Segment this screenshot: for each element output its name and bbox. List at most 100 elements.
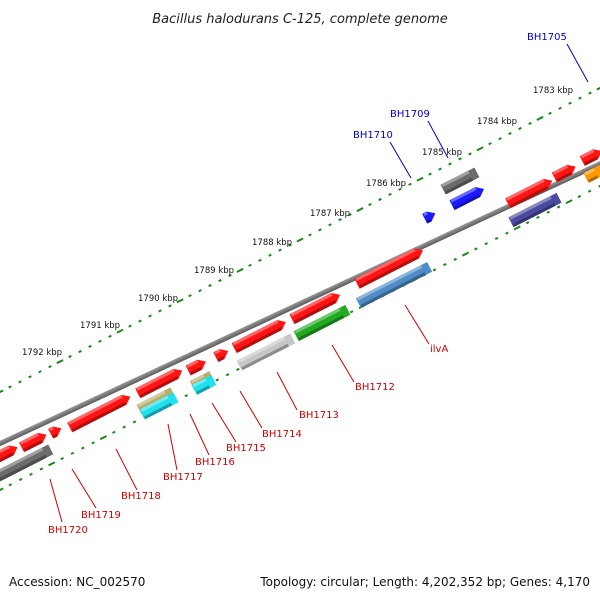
scale-tick xyxy=(108,334,112,338)
scale-tick xyxy=(378,197,382,202)
gene-label-bh1712[interactable]: BH1712 xyxy=(355,382,395,393)
gene-forward-arrow[interactable] xyxy=(231,317,289,354)
scale-tick xyxy=(368,202,372,207)
gene-label-bh1718[interactable]: BH1718 xyxy=(121,491,161,502)
scale-tick xyxy=(278,248,282,252)
scale-tick xyxy=(588,91,592,95)
gene-forward-arrow[interactable] xyxy=(67,392,133,433)
scale-ticks xyxy=(0,85,600,395)
gene-forward-arrow[interactable] xyxy=(579,146,600,166)
scale-tick xyxy=(318,228,322,232)
gene-forward-arrow[interactable] xyxy=(505,176,555,209)
inner-tick xyxy=(29,472,33,476)
inner-tick xyxy=(99,435,107,441)
scale-tick xyxy=(428,172,432,176)
inner-tick xyxy=(587,189,592,193)
gene-ilva[interactable] xyxy=(355,261,433,309)
scale-label-1789: 1789 kbp xyxy=(194,266,234,276)
gene-forward-arrow[interactable] xyxy=(19,430,49,453)
gene-orange[interactable] xyxy=(583,165,600,183)
gene-label-bh1710[interactable]: BH1710 xyxy=(353,130,393,141)
gene-bh1709[interactable] xyxy=(440,167,480,195)
scale-label-1784: 1784 kbp xyxy=(477,117,517,127)
scale-tick xyxy=(308,233,312,237)
inner-tick xyxy=(484,242,488,246)
scale-tick xyxy=(488,142,492,146)
gene-forward-arrow[interactable] xyxy=(551,162,578,183)
scale-tick xyxy=(236,267,244,273)
gene-forward-arrow[interactable] xyxy=(48,423,64,439)
inner-tick xyxy=(39,467,44,471)
leader-bh1718 xyxy=(115,448,138,491)
gene-bh1708[interactable] xyxy=(449,184,486,211)
gene-label-bh1705[interactable]: BH1705 xyxy=(527,32,567,43)
scale-label-1785: 1785 kbp xyxy=(422,148,462,158)
gene-bh1716[interactable] xyxy=(191,375,217,395)
inner-tick xyxy=(184,394,188,398)
gene-label-bh1715[interactable]: BH1715 xyxy=(226,443,266,454)
scale-tick xyxy=(476,146,484,152)
scale-tick xyxy=(498,137,502,141)
inner-tick xyxy=(513,225,521,231)
scale-tick xyxy=(218,278,222,283)
scale-tick xyxy=(116,328,124,334)
scale-label-1788: 1788 kbp xyxy=(252,238,292,248)
inner-tick xyxy=(536,215,540,219)
inner-tick xyxy=(349,310,354,314)
gene-label-bh1717[interactable]: BH1717 xyxy=(163,472,203,483)
scale-tick xyxy=(228,273,232,278)
map-title: Bacillus halodurans C-125, complete geno… xyxy=(152,12,448,27)
gene-forward-arrow[interactable] xyxy=(354,245,426,289)
inner-tick xyxy=(556,205,561,209)
gene-darkblue[interactable] xyxy=(508,192,562,228)
scale-tick xyxy=(138,319,142,323)
scale-tick xyxy=(128,324,132,328)
scale-tick xyxy=(536,115,544,121)
gene-bh1712[interactable] xyxy=(293,304,351,342)
scale-tick xyxy=(168,304,172,308)
inner-tick xyxy=(525,221,530,225)
leader-bh1713 xyxy=(276,371,298,411)
inner-tick xyxy=(432,268,437,272)
leader-bh1715 xyxy=(211,402,237,443)
gene-label-bh1709[interactable]: BH1709 xyxy=(390,109,430,120)
scale-tick xyxy=(176,298,184,304)
gene-forward-arrow[interactable] xyxy=(289,290,342,325)
scale-tick xyxy=(68,354,72,359)
inner-tick xyxy=(546,210,551,214)
leader-bh1712 xyxy=(331,344,355,383)
inner-tick xyxy=(443,263,447,267)
inner-tick xyxy=(91,441,95,445)
scale-tick xyxy=(548,111,552,115)
scale-tick xyxy=(56,359,64,365)
inner-tick xyxy=(81,446,85,450)
scale-tick xyxy=(48,365,52,369)
inner-tick xyxy=(577,194,582,199)
inner-tick xyxy=(48,461,56,467)
gene-label-ilva[interactable]: ilvA xyxy=(430,344,448,355)
gene-label-bh1719[interactable]: BH1719 xyxy=(81,510,121,521)
inner-tick xyxy=(236,367,240,371)
gene-label-bh1716[interactable]: BH1716 xyxy=(195,457,235,468)
scale-tick xyxy=(38,370,42,374)
gene-forward-arrow[interactable] xyxy=(185,357,209,376)
scale-tick xyxy=(288,243,292,247)
gene-bh1713[interactable] xyxy=(236,333,296,371)
scale-tick xyxy=(448,162,452,166)
gene-label-bh1714[interactable]: BH1714 xyxy=(262,429,302,440)
gene-forward-arrow[interactable] xyxy=(135,366,185,399)
scale-tick xyxy=(416,176,424,182)
gene-features xyxy=(0,146,600,482)
gene-forward-arrow[interactable] xyxy=(213,346,230,363)
gene-bh1710[interactable] xyxy=(422,208,438,224)
inner-tick xyxy=(60,457,64,461)
scale-tick xyxy=(596,85,600,91)
scale-tick xyxy=(398,187,402,191)
gene-forward-arrow[interactable] xyxy=(0,442,20,464)
gene-label-bh1720[interactable]: BH1720 xyxy=(48,525,88,536)
scale-label-1790: 1790 kbp xyxy=(138,294,178,304)
gene-bh1720[interactable] xyxy=(0,444,54,482)
gene-bh1717b[interactable] xyxy=(139,392,179,420)
gene-label-bh1713[interactable]: BH1713 xyxy=(299,410,339,421)
